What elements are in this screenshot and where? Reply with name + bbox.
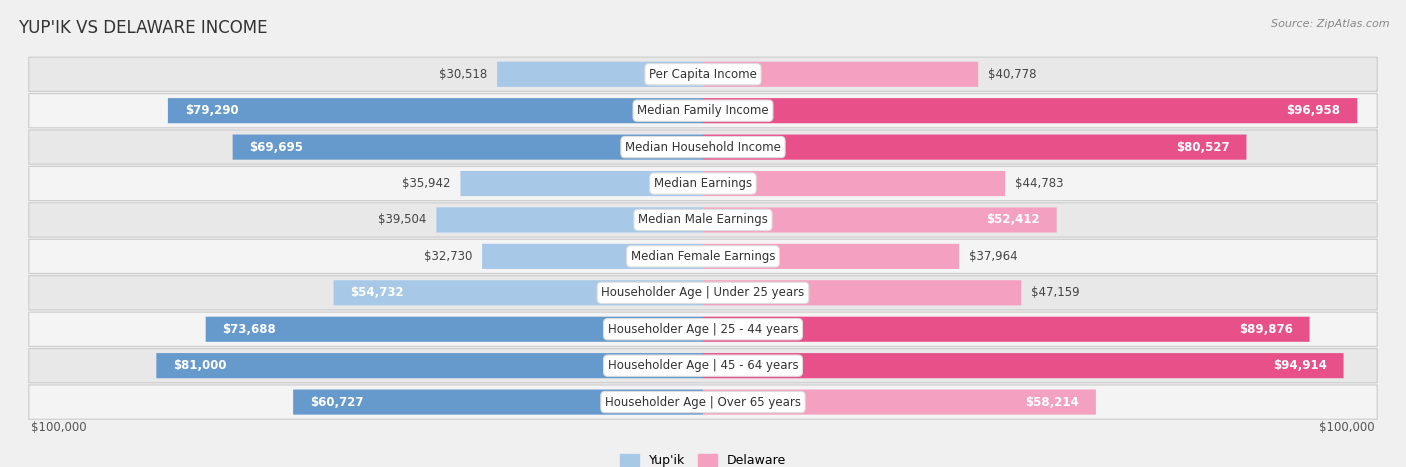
FancyBboxPatch shape [703,353,1344,378]
Text: $54,732: $54,732 [350,286,404,299]
Text: Source: ZipAtlas.com: Source: ZipAtlas.com [1271,19,1389,28]
Text: $81,000: $81,000 [173,359,226,372]
FancyBboxPatch shape [703,280,1021,305]
FancyBboxPatch shape [703,389,1095,415]
Text: $40,778: $40,778 [988,68,1036,81]
FancyBboxPatch shape [703,317,1309,342]
Text: $35,942: $35,942 [402,177,450,190]
FancyBboxPatch shape [703,244,959,269]
Text: $69,695: $69,695 [249,141,304,154]
FancyBboxPatch shape [482,244,703,269]
FancyBboxPatch shape [28,57,1378,92]
Text: YUP'IK VS DELAWARE INCOME: YUP'IK VS DELAWARE INCOME [18,19,267,37]
FancyBboxPatch shape [28,276,1378,310]
Text: $30,518: $30,518 [439,68,486,81]
Text: $100,000: $100,000 [31,421,87,434]
Text: Median Family Income: Median Family Income [637,104,769,117]
FancyBboxPatch shape [28,93,1378,128]
Text: Median Female Earnings: Median Female Earnings [631,250,775,263]
FancyBboxPatch shape [703,171,1005,196]
Text: $52,412: $52,412 [986,213,1040,226]
FancyBboxPatch shape [156,353,703,378]
FancyBboxPatch shape [232,134,703,160]
FancyBboxPatch shape [703,134,1247,160]
FancyBboxPatch shape [28,312,1378,347]
Text: $89,876: $89,876 [1239,323,1292,336]
Text: $47,159: $47,159 [1032,286,1080,299]
Text: Householder Age | 25 - 44 years: Householder Age | 25 - 44 years [607,323,799,336]
Text: Householder Age | 45 - 64 years: Householder Age | 45 - 64 years [607,359,799,372]
Text: Householder Age | Over 65 years: Householder Age | Over 65 years [605,396,801,409]
Text: $58,214: $58,214 [1025,396,1078,409]
FancyBboxPatch shape [167,98,703,123]
FancyBboxPatch shape [28,385,1378,419]
FancyBboxPatch shape [28,166,1378,201]
FancyBboxPatch shape [498,62,703,87]
Text: Per Capita Income: Per Capita Income [650,68,756,81]
FancyBboxPatch shape [28,348,1378,383]
FancyBboxPatch shape [28,130,1378,164]
Text: $100,000: $100,000 [1319,421,1375,434]
FancyBboxPatch shape [703,98,1357,123]
Text: $44,783: $44,783 [1015,177,1064,190]
FancyBboxPatch shape [28,203,1378,237]
Text: $79,290: $79,290 [184,104,239,117]
Text: $32,730: $32,730 [423,250,472,263]
FancyBboxPatch shape [294,389,703,415]
FancyBboxPatch shape [703,207,1057,233]
Text: $80,527: $80,527 [1175,141,1230,154]
FancyBboxPatch shape [460,171,703,196]
Text: $60,727: $60,727 [311,396,364,409]
Text: Median Household Income: Median Household Income [626,141,780,154]
Text: Median Earnings: Median Earnings [654,177,752,190]
Text: $73,688: $73,688 [222,323,277,336]
FancyBboxPatch shape [703,62,979,87]
Text: $96,958: $96,958 [1286,104,1340,117]
FancyBboxPatch shape [28,239,1378,274]
FancyBboxPatch shape [333,280,703,305]
Text: $94,914: $94,914 [1272,359,1327,372]
Legend: Yup'ik, Delaware: Yup'ik, Delaware [616,449,790,467]
Text: $39,504: $39,504 [378,213,426,226]
FancyBboxPatch shape [205,317,703,342]
Text: Median Male Earnings: Median Male Earnings [638,213,768,226]
FancyBboxPatch shape [436,207,703,233]
Text: Householder Age | Under 25 years: Householder Age | Under 25 years [602,286,804,299]
Text: $37,964: $37,964 [969,250,1018,263]
